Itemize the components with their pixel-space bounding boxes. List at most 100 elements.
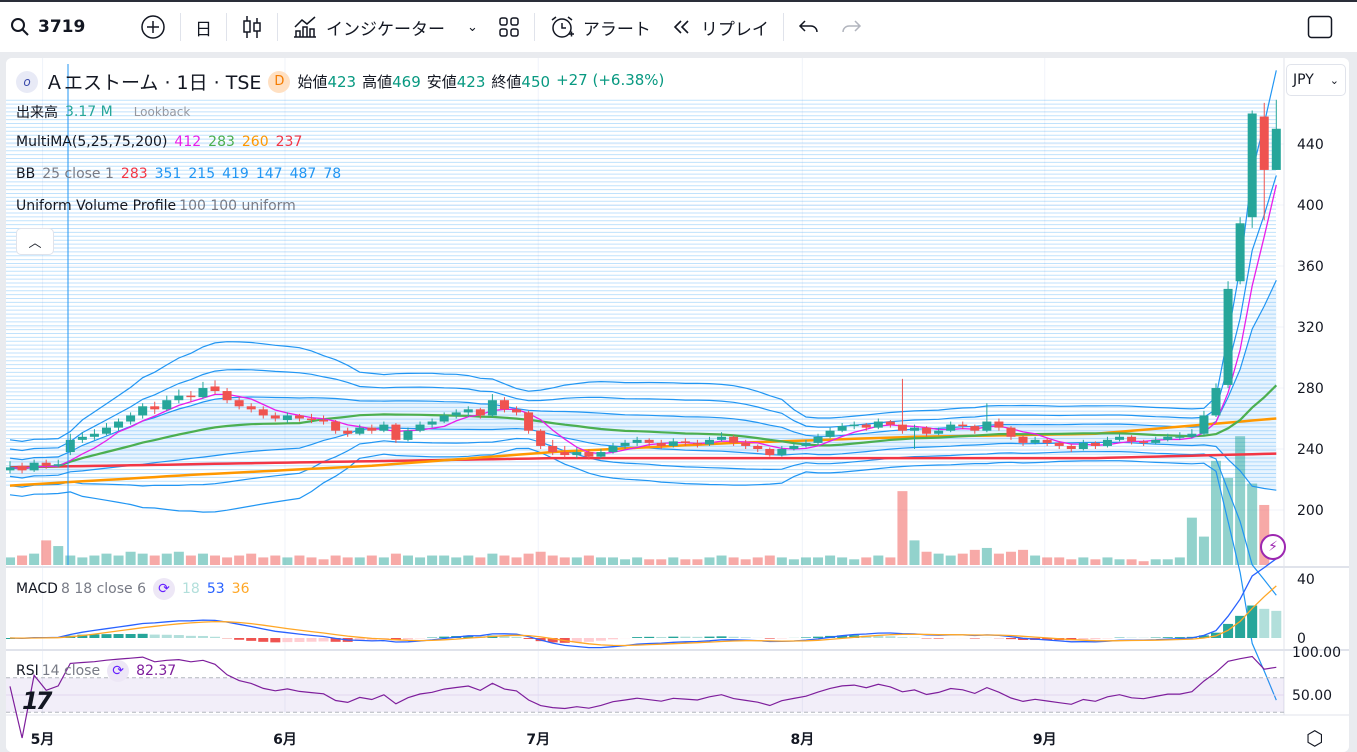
candle-body[interactable] — [1151, 439, 1161, 443]
candle-body[interactable] — [307, 418, 316, 421]
candle-body[interactable] — [1223, 288, 1233, 385]
candle-body[interactable] — [584, 452, 594, 457]
candle-body[interactable] — [777, 449, 787, 456]
candle-body[interactable] — [849, 424, 859, 427]
candle-body[interactable] — [994, 421, 1004, 428]
candle-body[interactable] — [596, 452, 606, 457]
candle-body[interactable] — [753, 445, 763, 449]
candle-body[interactable] — [1199, 415, 1209, 434]
candle-body[interactable] — [1247, 113, 1257, 218]
candle-body[interactable] — [729, 436, 739, 443]
candle-body[interactable] — [789, 445, 799, 449]
candle-body[interactable] — [1211, 388, 1221, 416]
candle-body[interactable] — [897, 424, 907, 431]
candle-body[interactable] — [451, 412, 461, 416]
lightning-icon[interactable]: ⚡ — [1260, 534, 1286, 560]
fullscreen-button[interactable] — [1297, 7, 1343, 47]
candle-body[interactable] — [487, 400, 497, 416]
undo-button[interactable] — [788, 7, 830, 47]
candle-body[interactable] — [1259, 116, 1269, 170]
candle-body[interactable] — [572, 452, 582, 456]
replay-button[interactable]: リプレイ — [661, 7, 779, 47]
candle-body[interactable] — [319, 420, 329, 422]
candle-body[interactable] — [524, 412, 534, 431]
candle-body[interactable] — [1127, 436, 1137, 442]
candle-body[interactable] — [258, 409, 268, 416]
currency-dropdown[interactable]: JPY ⌄ — [1286, 64, 1346, 96]
candle-body[interactable] — [813, 436, 823, 443]
collapse-legend-button[interactable]: ︿ — [16, 228, 54, 255]
candle-body[interactable] — [162, 400, 172, 410]
candle-body[interactable] — [560, 452, 570, 456]
symbol-search[interactable]: 3719 — [0, 7, 130, 47]
candle-body[interactable] — [644, 439, 654, 443]
chart-canvas[interactable]: 200 240 280 320 360 400 440 0 40 50.00 100.00 5月 6月 7… — [6, 58, 1349, 752]
candle-body[interactable] — [825, 430, 835, 437]
chart-type-button[interactable] — [231, 7, 273, 47]
candle-body[interactable] — [439, 415, 449, 422]
candle-body[interactable] — [77, 436, 87, 440]
candle-body[interactable] — [765, 449, 775, 456]
rsi-legend[interactable]: RSI 14 close ⟳ 82.37 — [16, 660, 176, 682]
candle-body[interactable] — [475, 409, 485, 416]
symbol-title[interactable]: Ａエストーム · 1日 · TSE — [45, 72, 262, 94]
candle-body[interactable] — [379, 424, 389, 431]
compare-button[interactable] — [130, 7, 176, 47]
candle-body[interactable] — [415, 424, 425, 431]
candle-body[interactable] — [922, 427, 932, 434]
candle-body[interactable] — [343, 430, 353, 434]
refresh-icon[interactable]: ⟳ — [153, 578, 176, 600]
candle-body[interactable] — [946, 424, 956, 431]
refresh-icon[interactable]: ⟳ — [107, 660, 130, 682]
candle-body[interactable] — [1175, 436, 1185, 438]
candle-body[interactable] — [65, 439, 75, 453]
candle-body[interactable] — [1235, 223, 1245, 282]
candle-body[interactable] — [741, 442, 751, 446]
candle-body[interactable] — [234, 400, 244, 407]
chart-container[interactable]: 200 240 280 320 360 400 440 0 40 50.00 100.00 5月 6月 7… — [6, 58, 1349, 752]
candle-body[interactable] — [427, 421, 437, 425]
candle-body[interactable] — [680, 441, 690, 443]
candle-body[interactable] — [1139, 441, 1149, 443]
candle-body[interactable] — [982, 421, 992, 431]
candle-body[interactable] — [1115, 436, 1125, 440]
candle-body[interactable] — [331, 421, 341, 431]
candle-body[interactable] — [1018, 436, 1028, 443]
volume-legend[interactable]: 出来高 3.17 M Lookback — [16, 102, 190, 122]
candle-body[interactable] — [126, 415, 136, 422]
candle-body[interactable] — [17, 465, 27, 471]
candle-body[interactable] — [1006, 427, 1016, 437]
candle-body[interactable] — [53, 464, 63, 466]
redo-button[interactable] — [830, 7, 872, 47]
candle-body[interactable] — [692, 442, 702, 445]
bb-legend[interactable]: BB 25 close 1 283 351 215 419 147 487 78 — [16, 166, 341, 182]
chevron-down-icon[interactable]: ⌄ — [467, 19, 478, 35]
candle-body[interactable] — [608, 445, 618, 453]
candle-body[interactable] — [101, 427, 111, 434]
candle-body[interactable] — [885, 421, 895, 425]
candle-body[interactable] — [403, 430, 413, 440]
alert-button[interactable]: アラート — [539, 7, 661, 47]
candle-body[interactable] — [837, 426, 847, 431]
candle-body[interactable] — [873, 421, 883, 428]
candle-body[interactable] — [186, 395, 196, 398]
candle-body[interactable] — [210, 386, 220, 392]
candle-body[interactable] — [294, 415, 304, 419]
candle-body[interactable] — [174, 395, 184, 401]
macd-legend[interactable]: MACD 8 18 close 6 ⟳ 18 53 36 — [16, 578, 250, 600]
candle-body[interactable] — [861, 424, 871, 428]
candle-body[interactable] — [970, 426, 980, 431]
symbol-logo[interactable]: o — [16, 70, 38, 93]
candle-body[interactable] — [41, 462, 51, 466]
candle-body[interactable] — [620, 442, 630, 446]
candle-body[interactable] — [499, 400, 509, 410]
candle-body[interactable] — [656, 442, 666, 446]
candle-body[interactable] — [282, 415, 292, 421]
candle-body[interactable] — [1054, 442, 1064, 446]
candle-body[interactable] — [1187, 433, 1197, 437]
candle-body[interactable] — [29, 462, 39, 471]
candle-body[interactable] — [1042, 439, 1052, 443]
candle-body[interactable] — [1090, 442, 1100, 446]
candle-body[interactable] — [1066, 445, 1076, 449]
candle-body[interactable] — [1102, 439, 1112, 446]
